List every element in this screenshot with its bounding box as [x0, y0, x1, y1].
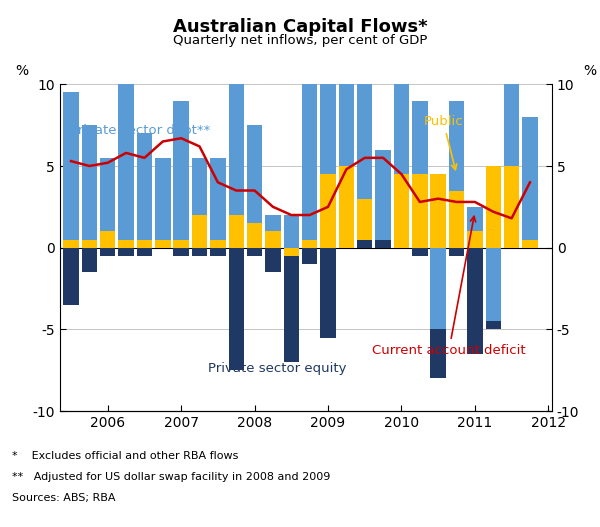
Bar [522, 117, 538, 239]
Text: %: % [16, 64, 29, 78]
Bar [210, 248, 226, 256]
Bar [376, 239, 391, 248]
Bar [357, 199, 373, 248]
Bar [210, 158, 226, 239]
Bar [284, 256, 299, 362]
Bar [504, 27, 520, 166]
Bar [338, 43, 354, 166]
Bar [467, 248, 482, 354]
Text: Public: Public [424, 115, 463, 170]
Bar [265, 248, 281, 272]
Bar [100, 231, 115, 248]
Bar [394, 174, 409, 248]
Bar [229, 60, 244, 215]
Bar [302, 239, 317, 248]
Text: *    Excludes official and other RBA flows: * Excludes official and other RBA flows [12, 451, 238, 461]
Bar [485, 321, 501, 329]
Bar [320, 248, 336, 337]
Bar [247, 248, 262, 256]
Bar [137, 239, 152, 248]
Bar [430, 248, 446, 329]
Text: Private sector debt**: Private sector debt** [70, 123, 210, 136]
Text: Quarterly net inflows, per cent of GDP: Quarterly net inflows, per cent of GDP [173, 34, 427, 47]
Bar [137, 248, 152, 256]
Bar [64, 248, 79, 305]
Bar [265, 215, 281, 231]
Bar [229, 215, 244, 248]
Bar [173, 248, 189, 256]
Bar [376, 239, 391, 248]
Bar [320, 174, 336, 248]
Text: Australian Capital Flows*: Australian Capital Flows* [173, 18, 427, 36]
Bar [192, 158, 207, 215]
Bar [412, 248, 428, 256]
Bar [430, 329, 446, 378]
Bar [522, 239, 538, 248]
Bar [192, 248, 207, 256]
Bar [137, 133, 152, 239]
Bar [82, 239, 97, 248]
Bar [504, 166, 520, 248]
Bar [265, 231, 281, 248]
Bar [284, 215, 299, 248]
Bar [64, 93, 79, 239]
Bar [376, 150, 391, 239]
Bar [430, 174, 446, 248]
Text: Sources: ABS; RBA: Sources: ABS; RBA [12, 493, 115, 503]
Text: Current account deficit: Current account deficit [372, 216, 526, 357]
Bar [155, 158, 170, 239]
Bar [229, 248, 244, 370]
Bar [449, 248, 464, 256]
Bar [485, 166, 501, 248]
Bar [118, 239, 134, 248]
Bar [173, 239, 189, 248]
Bar [467, 231, 482, 248]
Bar [394, 84, 409, 174]
Bar [210, 239, 226, 248]
Bar [192, 215, 207, 248]
Bar [100, 248, 115, 256]
Bar [302, 84, 317, 239]
Bar [64, 239, 79, 248]
Bar [467, 207, 482, 231]
Bar [412, 174, 428, 248]
Bar [247, 223, 262, 248]
Bar [118, 248, 134, 256]
Bar [357, 60, 373, 199]
Bar [173, 101, 189, 239]
Bar [449, 101, 464, 190]
Bar [82, 248, 97, 272]
Text: Private sector equity: Private sector equity [208, 362, 346, 375]
Bar [449, 190, 464, 248]
Bar [284, 248, 299, 256]
Bar [485, 248, 501, 329]
Text: **   Adjusted for US dollar swap facility in 2008 and 2009: ** Adjusted for US dollar swap facility … [12, 472, 331, 482]
Bar [100, 158, 115, 231]
Text: %: % [583, 64, 596, 78]
Bar [155, 239, 170, 248]
Bar [412, 101, 428, 174]
Bar [320, 52, 336, 174]
Bar [82, 125, 97, 239]
Bar [118, 84, 134, 239]
Bar [302, 248, 317, 264]
Bar [338, 166, 354, 248]
Bar [357, 239, 373, 248]
Bar [247, 125, 262, 223]
